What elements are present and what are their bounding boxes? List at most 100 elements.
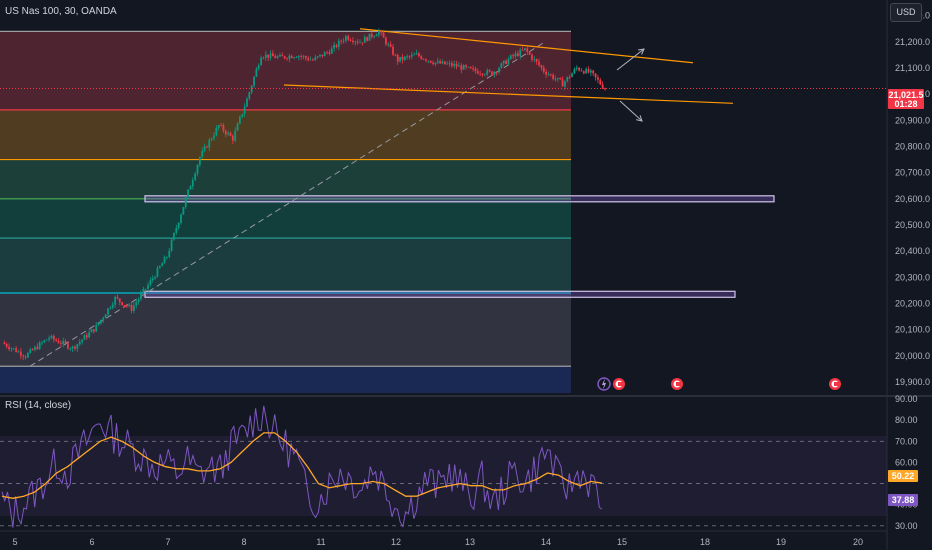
candle-body: [97, 323, 100, 326]
earnings-marker-icon[interactable]: [671, 378, 683, 390]
candle-body: [210, 138, 213, 140]
time-tick-label: 5: [12, 537, 17, 547]
candle-body: [333, 44, 336, 49]
candle-body: [102, 317, 105, 320]
earnings-marker-icon[interactable]: [613, 378, 625, 390]
down-projection-arrow[interactable]: [619, 100, 643, 122]
channel-lower-line[interactable]: [283, 84, 734, 104]
candle-body: [385, 37, 387, 45]
candle-body: [290, 55, 293, 59]
time-axis[interactable]: 5 6 7 8 11 12 13 14 15 18 19 20: [12, 537, 863, 547]
candle-body: [206, 146, 208, 148]
candle-body: [519, 49, 522, 56]
rsi-bands: [0, 440, 887, 527]
projection-arrows[interactable]: [616, 48, 645, 122]
candle-body: [450, 63, 453, 66]
rsi-line: [1, 405, 603, 528]
candle-body: [524, 48, 526, 50]
up-projection-arrow[interactable]: [616, 48, 645, 71]
price-axis[interactable]: 21,300.021,200.021,100.021,000.020,900.0…: [895, 11, 930, 387]
candle-body: [10, 348, 13, 350]
candle-body: [36, 346, 39, 350]
candle-body: [62, 341, 65, 345]
rsi-pane[interactable]: [0, 405, 887, 528]
time-tick-label: 20: [853, 537, 863, 547]
candle-body: [246, 98, 248, 107]
candle-body: [531, 54, 533, 60]
candle-body: [323, 52, 326, 57]
candle-body: [111, 304, 114, 308]
symbol-title[interactable]: US Nas 100, 30, OANDA: [5, 6, 117, 17]
candle-body: [220, 125, 222, 126]
candle-body: [144, 288, 147, 290]
candle-body: [107, 308, 109, 315]
candle-body: [425, 59, 427, 61]
candle-body: [481, 73, 484, 75]
event-markers[interactable]: [597, 377, 841, 391]
candle-body: [43, 340, 46, 343]
candle-body: [418, 53, 420, 57]
candle-body: [130, 304, 133, 311]
candle-body: [434, 62, 437, 65]
candle-body: [118, 298, 121, 303]
price-tick-label: 19,900.0: [895, 377, 930, 387]
candle-body: [521, 49, 524, 51]
candle-body: [128, 304, 131, 307]
candle-body: [312, 59, 314, 61]
candle-body: [175, 228, 178, 233]
lightning-marker-icon[interactable]: [597, 377, 611, 391]
candle-body: [604, 88, 606, 90]
candle-body: [177, 222, 180, 229]
candle-body: [189, 186, 192, 190]
descending-channel[interactable]: [283, 28, 734, 104]
candle-body: [601, 84, 604, 89]
candle-body: [599, 79, 602, 85]
candle-body: [535, 58, 538, 62]
candle-body: [55, 339, 58, 341]
candle-body: [316, 56, 319, 58]
candle-body: [213, 135, 215, 139]
rsi-tick-label: 60.00: [895, 457, 918, 467]
earnings-marker-icon[interactable]: [829, 378, 841, 390]
support-box[interactable]: [144, 290, 736, 298]
candle-body: [326, 52, 328, 54]
candle-body: [158, 266, 161, 268]
candle-body: [187, 189, 189, 198]
candle-body: [408, 56, 411, 58]
candle-body: [88, 332, 91, 338]
channel-upper-line[interactable]: [359, 28, 694, 64]
candle-body: [495, 71, 498, 73]
time-tick-label: 13: [465, 537, 475, 547]
price-tick-label: 20,800.0: [895, 141, 930, 151]
candle-body: [198, 156, 201, 165]
candle-body: [549, 74, 552, 76]
arrow-shaft: [619, 100, 643, 122]
price-pane[interactable]: [0, 28, 887, 393]
candle-body: [439, 61, 442, 64]
candle-body: [3, 342, 6, 345]
candle-body: [31, 349, 34, 351]
candle-body: [460, 65, 463, 70]
candle-body: [76, 344, 79, 349]
candle-body: [377, 31, 380, 36]
rsi-ma-line: [1, 432, 603, 499]
time-tick-label: 15: [617, 537, 627, 547]
candle-body: [429, 60, 432, 63]
candle-body: [483, 74, 486, 76]
candle-body: [59, 343, 62, 345]
candle-body: [234, 130, 237, 141]
candle-body: [561, 79, 564, 87]
marker-flag: [676, 382, 681, 386]
candle-body: [173, 232, 175, 240]
dashed-trend-line[interactable]: [29, 41, 546, 367]
currency-button[interactable]: USD: [890, 3, 922, 22]
price-tick-label: 20,000.0: [895, 351, 930, 361]
rsi-title[interactable]: RSI (14, close): [5, 400, 71, 411]
candle-body: [286, 58, 288, 60]
support-box[interactable]: [144, 195, 775, 203]
candle-body: [486, 70, 489, 75]
price-tick-label: 20,100.0: [895, 325, 930, 335]
price-tick-label: 20,900.0: [895, 115, 930, 125]
candle-body: [133, 305, 135, 311]
